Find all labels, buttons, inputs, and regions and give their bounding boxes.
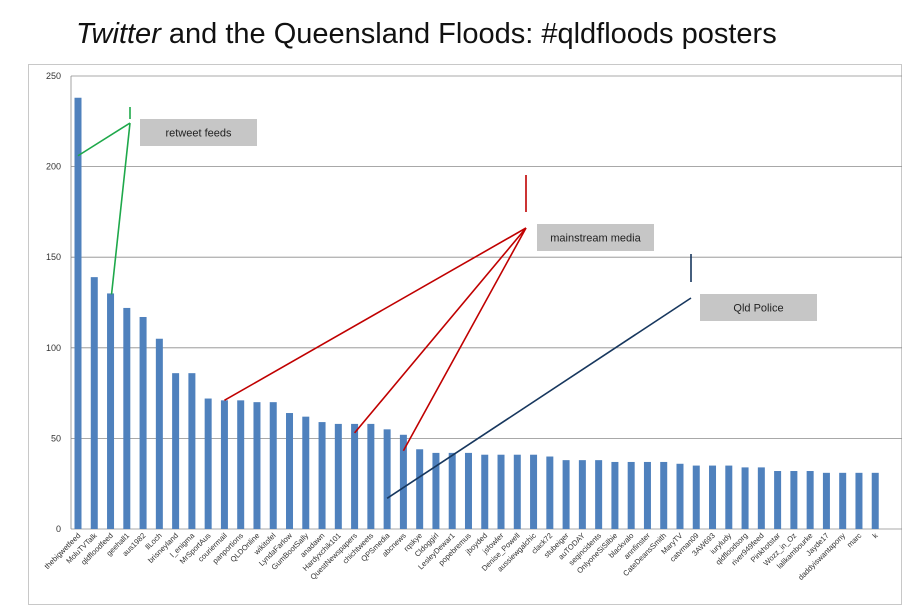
title-italic: Twitter	[76, 18, 161, 50]
bar-rqskye	[416, 449, 424, 529]
x-tick-label-marc: marc	[845, 531, 863, 549]
bar-auTODAY	[578, 460, 586, 529]
bar-qldfloodsorg	[741, 467, 749, 529]
bar-MrSportAus	[204, 398, 212, 529]
callout-box-0	[140, 119, 257, 146]
bar-chichtweets	[367, 423, 375, 529]
bar-Hardyxchik101	[334, 423, 342, 529]
callout-box-2	[700, 294, 817, 321]
bar-MaryTV	[676, 463, 684, 529]
bar-iuryludy	[725, 465, 733, 529]
y-tick-label-200: 200	[46, 162, 61, 172]
bar-couriermail	[220, 400, 228, 529]
bar-annfinster	[643, 461, 651, 529]
callout-line-0-qldfloodfeed	[110, 122, 131, 295]
bar-qldfloodfeed	[107, 293, 115, 529]
callout-line-1-QuestNewspapers	[353, 227, 527, 434]
bar-MoluTVTalk	[90, 277, 98, 529]
callout-line-1-couriermail	[224, 227, 527, 402]
bar-QLDOnline	[253, 402, 261, 529]
bar-brisneyland	[172, 373, 180, 529]
y-tick-label-100: 100	[46, 343, 61, 353]
y-tick-label-150: 150	[46, 252, 61, 262]
callout-box-1	[537, 224, 654, 251]
callout-line-2-QPSmedia	[386, 297, 692, 500]
bar-OnlyoneSiSilbie	[611, 461, 619, 529]
bar-l_enigma	[188, 373, 196, 529]
bar-catvman09	[692, 465, 700, 529]
title-rest: and the Queensland Floods: #qldfloods po…	[160, 18, 777, 50]
bar-aussiewgalchic	[530, 454, 538, 529]
bar-abcnews	[399, 434, 407, 529]
y-tick-label-0: 0	[56, 524, 61, 534]
callout-line-0-thebigwetfeed	[77, 122, 131, 157]
bar-anadawn	[318, 422, 326, 529]
bar-QuestNewspapers	[351, 423, 359, 529]
bar-blackvalo	[627, 461, 635, 529]
bar-Jayde17	[822, 472, 830, 529]
bar-panportions	[237, 400, 245, 529]
bar-chart: 0 50 100 150 200 250 thebigwetfeedMoluTVTalkq…	[43, 71, 902, 582]
bar-wikitofel	[269, 402, 277, 529]
bar-Pinkhotstar	[774, 471, 782, 529]
bars	[74, 97, 879, 529]
slide-title: Twitter and the Queensland Floods: #qldf…	[76, 18, 777, 51]
x-tick-label-k: k	[871, 531, 880, 540]
y-tick-label-50: 50	[51, 433, 61, 443]
bar-CateDeansSmith	[660, 461, 668, 529]
callout-line-1-abcnews	[402, 227, 527, 452]
y-tick-label-250: 250	[46, 71, 61, 81]
bar-lalikambourke	[806, 471, 814, 529]
bar-geehall1	[123, 307, 131, 529]
bar-Wozz_in_Oz	[790, 471, 798, 529]
bar-Denise_Powell	[513, 454, 521, 529]
bar-river949feed	[757, 467, 765, 529]
bar-aus1982	[139, 316, 147, 529]
bar-marc	[855, 472, 863, 529]
bar-GumBootSally	[302, 416, 310, 529]
bar-Cldoggirl	[432, 452, 440, 529]
bar-thebigwetfeed	[74, 97, 82, 529]
y-axis: 0 50 100 150 200 250	[46, 71, 72, 534]
chart-frame: 0 50 100 150 200 250 thebigwetfeed MoluTVTalk q…	[28, 64, 902, 605]
x-axis-labels: thebigwetfeedMoluTVTalkqldfloodfeedgeeha…	[43, 530, 880, 582]
bar-llLoch	[155, 338, 163, 529]
bar-k	[871, 472, 879, 529]
bar-LyndaFarlow	[286, 413, 294, 529]
bar-LesleyDewar1	[448, 452, 456, 529]
bar-seqincidents	[595, 460, 603, 529]
callout-label-1: mainstream media	[550, 233, 641, 245]
callout-label-2: Qld Police	[733, 303, 783, 315]
bar-QPSmedia	[383, 429, 391, 529]
bar-popebremus	[464, 452, 472, 529]
bar-jsfowler	[497, 454, 505, 529]
bar-daddyiswantapony	[839, 472, 847, 529]
bar-jboyded	[481, 454, 489, 529]
bar-stubeiger	[562, 460, 570, 529]
callout-label-0: retweet feeds	[165, 128, 232, 140]
bar-3AW693	[709, 465, 717, 529]
bar-clack72	[546, 456, 554, 529]
callouts: retweet feeds mainstream media Qld Police	[77, 107, 817, 500]
